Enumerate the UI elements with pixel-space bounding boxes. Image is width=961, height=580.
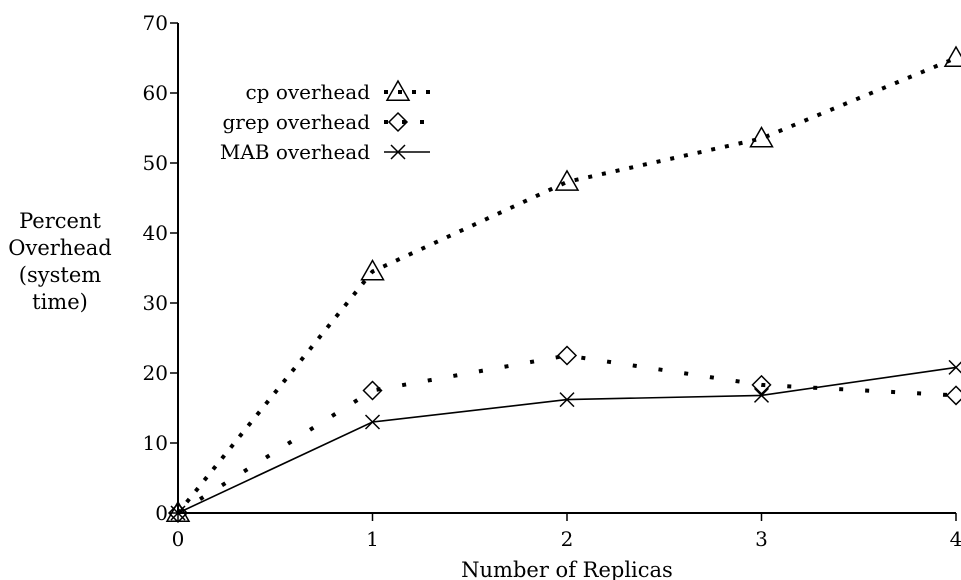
cross-stroke	[753, 387, 770, 403]
cross-marker	[170, 505, 186, 521]
legend-label: cp overhead	[245, 80, 370, 104]
diamond-marker	[556, 345, 578, 366]
y-axis-label: Percent Overhead (system time)	[8, 209, 111, 314]
x-tick-label: 1	[366, 527, 379, 551]
series-grep-overhead	[167, 345, 961, 524]
y-tick-label: 50	[143, 151, 168, 175]
y-axis-label-line: Percent	[19, 209, 101, 233]
x-axis-label: Number of Replicas	[461, 558, 673, 580]
x-tick-label: 2	[561, 527, 574, 551]
series-mab-overhead	[170, 359, 961, 521]
diamond-marker	[751, 374, 772, 395]
cross-marker	[753, 387, 770, 403]
cross-stroke	[364, 414, 381, 430]
triangle-marker	[943, 45, 961, 67]
y-tick-label: 60	[143, 81, 168, 105]
series-layer	[165, 45, 961, 524]
y-tick-label: 0	[155, 501, 168, 525]
cross-marker	[364, 414, 381, 430]
cross-stroke	[559, 392, 575, 408]
y-axis-label-line: (system	[19, 263, 101, 287]
legend-label: grep overhead	[222, 110, 370, 134]
diamond-marker	[945, 385, 961, 406]
y-tick-label: 20	[143, 361, 168, 385]
legend-label: MAB overhead	[220, 140, 370, 164]
y-axis-label-line: time)	[32, 290, 88, 314]
y-tick-label: 10	[143, 431, 168, 455]
y-axis-label-line: Overhead	[8, 236, 111, 260]
triangle-marker	[749, 125, 774, 148]
x-tick-label: 4	[950, 527, 961, 551]
cross-marker	[390, 144, 406, 160]
diamond-marker	[362, 380, 383, 401]
cross-stroke	[170, 505, 186, 521]
diamond-marker	[387, 111, 409, 133]
cross-marker	[559, 392, 575, 408]
y-tick-label: 70	[143, 11, 168, 35]
x-tick-label: 3	[755, 527, 768, 551]
x-tick-label: 0	[172, 527, 185, 551]
triangle-marker	[360, 258, 385, 281]
triangle-marker	[385, 79, 411, 101]
y-tick-label: 30	[143, 291, 168, 315]
cross-stroke	[390, 144, 406, 160]
y-tick-label: 40	[143, 221, 168, 245]
series-line	[176, 353, 957, 515]
legend: cp overhead grep overhead MAB overhead	[220, 79, 430, 164]
triangle-marker	[554, 169, 580, 191]
